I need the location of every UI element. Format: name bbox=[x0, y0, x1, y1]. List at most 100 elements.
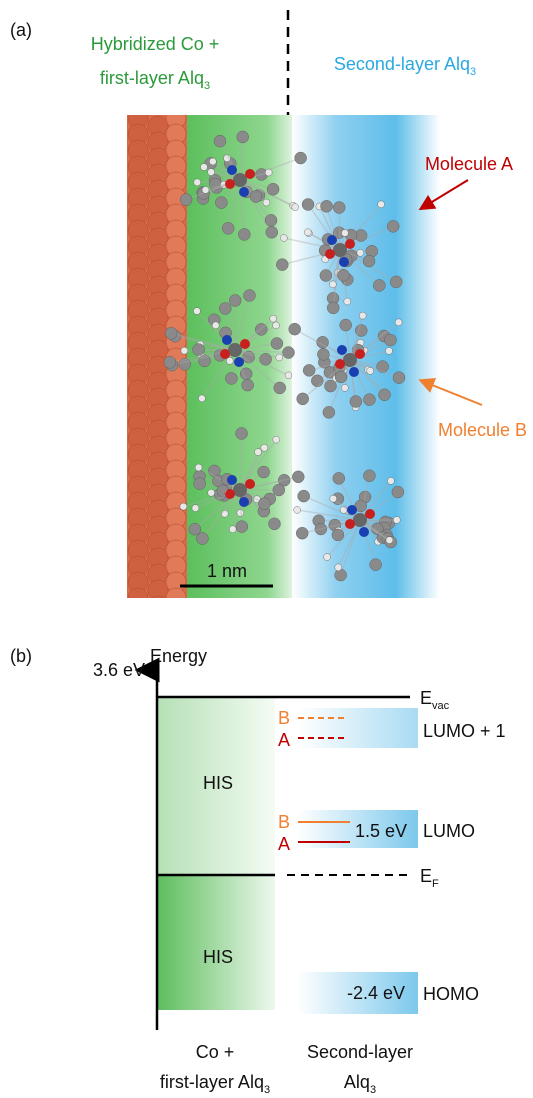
atom bbox=[233, 483, 247, 497]
atom bbox=[209, 158, 216, 165]
figure: (a) Hybridized Co + first-layer Alq3 Sec… bbox=[0, 0, 533, 1098]
atom bbox=[323, 406, 335, 418]
atom bbox=[339, 257, 349, 267]
atom bbox=[327, 302, 339, 314]
atom bbox=[193, 344, 205, 356]
atom bbox=[292, 471, 304, 483]
atom bbox=[239, 497, 249, 507]
his-region bbox=[157, 875, 275, 1010]
atom bbox=[196, 533, 208, 545]
atom bbox=[324, 554, 331, 561]
atom bbox=[395, 319, 402, 326]
atom bbox=[227, 475, 237, 485]
scale-label: 1 nm bbox=[207, 561, 247, 581]
x-label: Co + bbox=[196, 1042, 235, 1062]
atom bbox=[200, 164, 207, 171]
atom bbox=[198, 395, 205, 402]
atom bbox=[345, 239, 355, 249]
atom bbox=[343, 353, 357, 367]
atom bbox=[240, 339, 250, 349]
atom bbox=[332, 529, 344, 541]
atom bbox=[335, 371, 347, 383]
atom bbox=[335, 564, 342, 571]
x-label: Second-layer bbox=[307, 1042, 413, 1062]
atom bbox=[219, 302, 231, 314]
his-label: HIS bbox=[203, 773, 233, 793]
atom bbox=[276, 354, 283, 361]
atom bbox=[267, 183, 279, 195]
atom bbox=[285, 372, 292, 379]
atom bbox=[353, 513, 367, 527]
atom bbox=[283, 347, 295, 359]
atom bbox=[273, 436, 280, 443]
atom bbox=[289, 323, 301, 335]
atom bbox=[270, 315, 277, 322]
atom bbox=[379, 389, 391, 401]
atom bbox=[226, 357, 233, 364]
atom bbox=[265, 169, 272, 176]
lumo1-band bbox=[298, 708, 418, 748]
atom bbox=[271, 337, 283, 349]
atom bbox=[214, 135, 226, 147]
atom bbox=[311, 375, 323, 387]
atom bbox=[243, 289, 255, 301]
panel-label: (a) bbox=[10, 20, 32, 40]
atom bbox=[340, 319, 352, 331]
atom bbox=[237, 131, 249, 143]
atom bbox=[239, 187, 249, 197]
atom bbox=[245, 169, 255, 179]
atom bbox=[212, 322, 219, 329]
atom bbox=[202, 186, 209, 193]
cobalt-atom bbox=[128, 588, 148, 608]
atom bbox=[238, 228, 250, 240]
region-label: Second-layer Alq3 bbox=[334, 54, 476, 78]
atom bbox=[195, 464, 202, 471]
atom bbox=[335, 359, 345, 369]
atom bbox=[365, 509, 375, 519]
atom bbox=[386, 537, 393, 544]
atom bbox=[258, 466, 270, 478]
atom bbox=[317, 348, 329, 360]
atom bbox=[387, 477, 394, 484]
atom bbox=[359, 312, 366, 319]
atom bbox=[363, 255, 375, 267]
level-label: B bbox=[278, 812, 290, 832]
atom bbox=[337, 269, 349, 281]
atom bbox=[292, 204, 299, 211]
atom bbox=[385, 347, 392, 354]
x-label: first-layer Alq3 bbox=[160, 1072, 270, 1096]
atom bbox=[255, 449, 262, 456]
atom bbox=[296, 527, 308, 539]
atom bbox=[225, 179, 235, 189]
atom bbox=[370, 559, 382, 571]
atom bbox=[222, 222, 234, 234]
atom bbox=[393, 372, 405, 384]
level-label: HOMO bbox=[423, 984, 479, 1004]
atom bbox=[181, 347, 188, 354]
atom bbox=[337, 345, 347, 355]
atom bbox=[341, 384, 348, 391]
region-label: Hybridized Co + bbox=[91, 34, 220, 54]
atom bbox=[325, 380, 337, 392]
gap-label: -2.4 eV bbox=[347, 983, 405, 1003]
atom bbox=[260, 353, 272, 365]
atom bbox=[350, 396, 362, 408]
atom bbox=[194, 478, 206, 490]
atom bbox=[228, 343, 242, 357]
atom bbox=[387, 220, 399, 232]
atom bbox=[250, 191, 262, 203]
atom bbox=[363, 470, 375, 482]
atom bbox=[164, 356, 176, 368]
atom bbox=[347, 505, 357, 515]
atom bbox=[359, 527, 369, 537]
atom bbox=[304, 229, 311, 236]
atom bbox=[333, 202, 345, 214]
atom bbox=[320, 269, 332, 281]
energy-value: 3.6 eV bbox=[93, 660, 145, 680]
atom bbox=[373, 279, 385, 291]
molecule-image bbox=[127, 108, 440, 616]
level-label: LUMO bbox=[423, 821, 475, 841]
atom bbox=[297, 393, 309, 405]
atom bbox=[274, 382, 286, 394]
his-label: HIS bbox=[203, 947, 233, 967]
